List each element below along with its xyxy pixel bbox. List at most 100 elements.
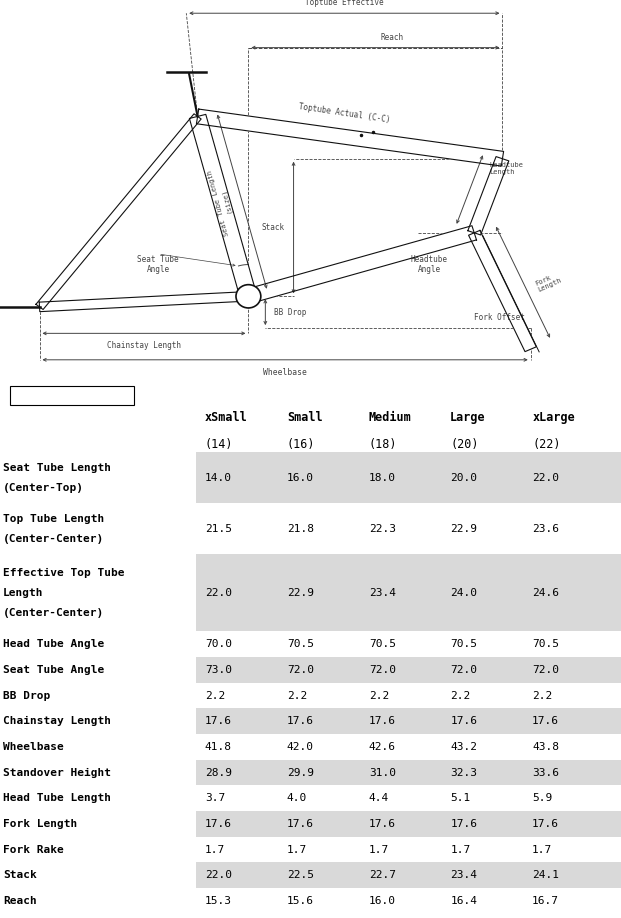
Text: 16.0: 16.0 [287,473,314,483]
Text: 17.6: 17.6 [205,819,232,829]
Text: (16): (16) [287,439,315,452]
Text: Seat Tube Length
(size): Seat Tube Length (size) [207,167,238,236]
Text: 70.0: 70.0 [205,639,232,649]
Text: Fork Length: Fork Length [3,819,78,829]
Text: 17.6: 17.6 [287,716,314,726]
Polygon shape [189,115,256,298]
FancyBboxPatch shape [10,386,134,405]
Text: 16.4: 16.4 [450,896,477,906]
Text: 23.4: 23.4 [450,870,477,880]
Text: 5.1: 5.1 [450,793,471,803]
Text: 43.8: 43.8 [532,742,559,752]
Text: Seat Tube Length: Seat Tube Length [3,463,111,473]
Text: 1.7: 1.7 [532,845,553,855]
Text: 41.8: 41.8 [205,742,232,752]
Text: Head Tube Angle: Head Tube Angle [3,639,104,649]
Text: (Center-Center): (Center-Center) [3,608,104,618]
Text: Fork Offset: Fork Offset [474,313,525,322]
Text: 70.5: 70.5 [532,639,559,649]
Bar [196,657,621,683]
Text: Wheelbase: Wheelbase [3,742,64,752]
Text: (Center-Top): (Center-Top) [3,483,84,493]
Text: 15.6: 15.6 [287,896,314,906]
Text: 16.7: 16.7 [532,896,559,906]
Text: 24.0: 24.0 [450,588,477,598]
Text: 31.0: 31.0 [369,767,396,778]
Bar [196,812,621,836]
Text: Reach: Reach [3,896,37,906]
Polygon shape [39,292,248,311]
Text: (14): (14) [205,439,233,452]
Polygon shape [196,109,504,166]
Text: Switch to mm: Switch to mm [34,390,109,400]
Text: 72.0: 72.0 [369,665,396,675]
Text: 42.6: 42.6 [369,742,396,752]
Text: 16.0: 16.0 [369,896,396,906]
Text: Toptube Effective: Toptube Effective [305,0,384,6]
Text: (18): (18) [369,439,397,452]
Text: 29.9: 29.9 [287,767,314,778]
Text: (Center-Center): (Center-Center) [3,534,104,543]
Text: Headtube
Angle: Headtube Angle [410,255,448,274]
Text: 72.0: 72.0 [532,665,559,675]
Text: 24.6: 24.6 [532,588,559,598]
Text: 2.2: 2.2 [369,690,389,700]
Text: 17.6: 17.6 [450,819,477,829]
Text: Stack: Stack [3,870,37,880]
Text: 1.7: 1.7 [287,845,307,855]
Text: 20.0: 20.0 [450,473,477,483]
Text: 2.2: 2.2 [532,690,553,700]
Polygon shape [246,226,476,304]
Text: 14.0: 14.0 [205,473,232,483]
Text: Standover Height: Standover Height [3,767,111,778]
Text: xSmall: xSmall [205,411,248,424]
Text: Length: Length [3,588,43,598]
Text: 22.0: 22.0 [532,473,559,483]
Polygon shape [36,114,201,309]
Text: 22.0: 22.0 [205,588,232,598]
Text: 17.6: 17.6 [532,819,559,829]
Text: 1.7: 1.7 [205,845,225,855]
Text: 15.3: 15.3 [205,896,232,906]
Text: 32.3: 32.3 [450,767,477,778]
Bar [196,709,621,734]
Text: 22.9: 22.9 [287,588,314,598]
Text: 72.0: 72.0 [450,665,477,675]
Text: 2.2: 2.2 [205,690,225,700]
Text: 17.6: 17.6 [450,716,477,726]
Text: 70.5: 70.5 [450,639,477,649]
Text: (22): (22) [532,439,561,452]
Text: 70.5: 70.5 [287,639,314,649]
Text: 4.4: 4.4 [369,793,389,803]
Text: 1.7: 1.7 [369,845,389,855]
Text: Small: Small [287,411,322,424]
Text: Toptube Actual (C-C): Toptube Actual (C-C) [298,102,391,124]
Text: 23.6: 23.6 [532,524,559,534]
Text: Fork Rake: Fork Rake [3,845,64,855]
Text: 17.6: 17.6 [287,819,314,829]
Text: Reach: Reach [381,33,404,42]
Text: 2.2: 2.2 [450,690,471,700]
Circle shape [236,285,261,308]
Polygon shape [468,157,509,235]
Text: Head Tube Length: Head Tube Length [3,793,111,803]
Text: 5.9: 5.9 [532,793,553,803]
Text: 3.7: 3.7 [205,793,225,803]
Text: 43.2: 43.2 [450,742,477,752]
Text: Wheelbase: Wheelbase [263,368,307,376]
Bar [196,554,621,632]
Text: 17.6: 17.6 [205,716,232,726]
Text: Top Tube Length: Top Tube Length [3,514,104,524]
Text: Seat Tube Angle: Seat Tube Angle [3,665,104,675]
Bar [196,760,621,786]
Text: 18.0: 18.0 [369,473,396,483]
Text: 1.7: 1.7 [450,845,471,855]
Bar [196,452,621,503]
Text: xLarge: xLarge [532,411,575,424]
Text: 28.9: 28.9 [205,767,232,778]
Bar [196,862,621,888]
Text: Headtube
Length: Headtube Length [489,162,524,175]
Polygon shape [469,230,537,352]
Text: 4.0: 4.0 [287,793,307,803]
Text: 22.7: 22.7 [369,870,396,880]
